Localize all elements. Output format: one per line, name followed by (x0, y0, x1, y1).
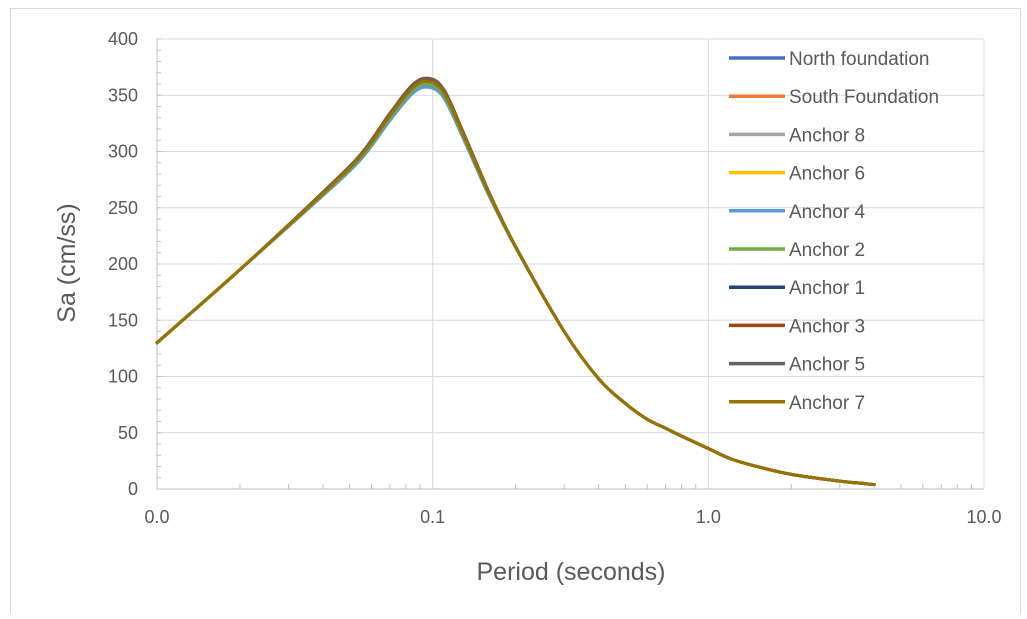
y-tick-label: 300 (108, 142, 138, 162)
legend: North foundation South Foundation Anchor 8… (729, 49, 939, 414)
x-tick-label: 10.0 (966, 507, 1001, 527)
series-line (155, 82, 876, 486)
legend-label: South Foundation (789, 87, 939, 108)
series-lines (155, 76, 876, 486)
y-tick-label: 200 (108, 254, 138, 274)
series-line (155, 77, 876, 486)
y-tick-label: 50 (118, 423, 138, 443)
legend-label: Anchor 6 (789, 164, 865, 185)
y-tick-label: 400 (108, 29, 138, 49)
series-line (155, 81, 876, 486)
chart-frame (10, 8, 1021, 614)
legend-label: Anchor 2 (789, 240, 865, 261)
legend-label: Anchor 7 (789, 393, 865, 414)
legend-label: Anchor 1 (789, 278, 865, 299)
legend-label: Anchor 3 (789, 316, 865, 337)
series-line (155, 84, 876, 486)
x-tick-label: 1.0 (696, 507, 721, 527)
x-axis-title: Period (seconds) (477, 558, 666, 586)
y-tick-label: 0 (128, 479, 138, 499)
legend-label: Anchor 4 (789, 202, 865, 223)
legend-label: Anchor 8 (789, 125, 865, 146)
legend-label: North foundation (789, 49, 930, 70)
x-tick-label: 0.0 (144, 507, 169, 527)
series-line (155, 81, 876, 486)
series-line (155, 78, 876, 486)
series-line (155, 76, 876, 486)
series-line (155, 79, 876, 486)
y-axis-title: Sa (cm/ss) (53, 203, 81, 322)
legend-label: Anchor 5 (789, 355, 865, 376)
y-tick-label: 250 (108, 198, 138, 218)
axes: 0 50 100 150 200 250 300 350 400 0.0 0.1 1.0 10.0 (108, 29, 1002, 527)
series-line (155, 82, 876, 486)
x-tick-label: 0.1 (420, 507, 445, 527)
y-tick-label: 100 (108, 367, 138, 387)
y-tick-label: 350 (108, 85, 138, 105)
y-tick-label: 150 (108, 310, 138, 330)
